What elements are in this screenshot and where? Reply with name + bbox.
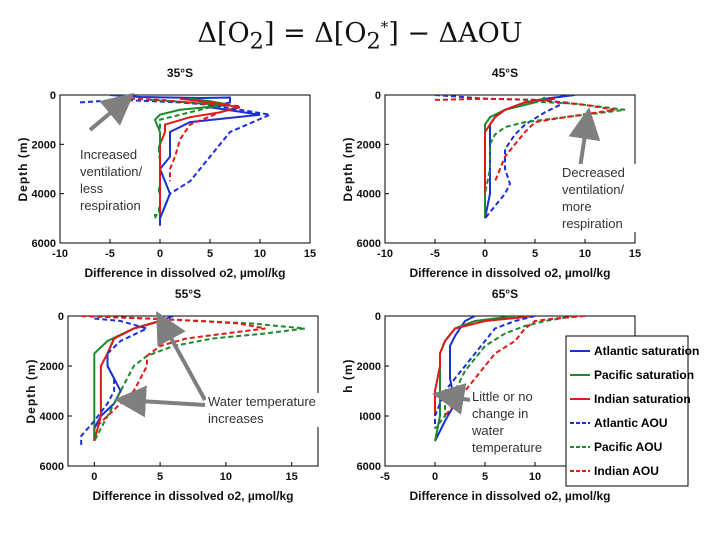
y-tick-label: 2000 xyxy=(357,139,381,151)
series-indian-saturation xyxy=(484,97,556,194)
x-tick-label: 15 xyxy=(629,248,641,260)
y-tick-label: 0 xyxy=(375,311,381,323)
annotation-55s: Water temperature increases xyxy=(206,393,360,427)
series-atlantic-aou xyxy=(80,317,150,446)
y-tick-label: 4000 xyxy=(32,189,56,201)
y-tick-label: 2000 xyxy=(40,361,64,373)
arrow-65s xyxy=(432,383,471,415)
title-star: * xyxy=(380,18,389,36)
y-tick-label: 6000 xyxy=(357,238,381,250)
series-pacific-saturation xyxy=(484,96,546,219)
x-axis-label: Difference in dissolved o2, µmol/kg xyxy=(93,489,294,503)
panel-1: -10 -5 0 5 10 15 0 2000 4000 6000 45°S Difference i… xyxy=(341,66,641,280)
x-tick-label: 5 xyxy=(207,248,213,260)
y-tick-label: 0 xyxy=(375,90,381,102)
y-tick-label: 6000 xyxy=(32,238,56,250)
x-tick-label: 0 xyxy=(432,471,438,483)
title-sub-1: 2 xyxy=(249,28,264,55)
x-axis-label: Difference in dissolved o2, µmol/kg xyxy=(85,266,286,280)
panel-title: 35°S xyxy=(167,66,193,80)
y-tick-label: 6000 xyxy=(40,461,64,473)
x-tick-label: 0 xyxy=(482,248,488,260)
x-tick-label: 5 xyxy=(157,471,163,483)
y-tick-label: 2000 xyxy=(32,139,56,151)
x-tick-label: 10 xyxy=(529,471,541,483)
x-tick-label: -10 xyxy=(377,248,393,260)
title-part-3: ] − ΔAOU xyxy=(388,18,523,49)
x-tick-label: 10 xyxy=(579,248,591,260)
y-tick-label: 0 xyxy=(58,311,64,323)
legend-label: Atlantic saturation xyxy=(594,344,699,358)
x-axis-label: Difference in dissolved o2, µmol/kg xyxy=(410,489,611,503)
legend-label: Pacific saturation xyxy=(594,368,694,382)
series-indian-aou xyxy=(129,97,241,182)
y-tick-label: 0 xyxy=(50,90,56,102)
x-tick-label: 5 xyxy=(482,471,488,483)
annotation-45s: Decreased ventilation/ more respiration xyxy=(560,164,640,232)
panel-title: 65°S xyxy=(492,287,518,301)
panel-title: 55°S xyxy=(175,287,201,301)
panel-title: 45°S xyxy=(492,66,518,80)
series-atlantic-saturation xyxy=(109,95,261,226)
x-tick-label: 5 xyxy=(532,248,538,260)
y-tick-label: 4000 xyxy=(357,411,381,423)
arrow-55s-lower xyxy=(114,385,206,418)
legend-label: Indian AOU xyxy=(594,464,659,478)
equation-title: Δ[O2] = Δ[O2*] − ΔAOU xyxy=(0,18,720,54)
title-sub-2: 2 xyxy=(366,28,381,55)
y-axis-label: Depth (m) xyxy=(16,137,30,202)
y-tick-label: 2000 xyxy=(357,361,381,373)
annotation-35s: Increased ventilation/ less respiration xyxy=(78,146,158,214)
arrow-45s xyxy=(568,107,601,169)
x-tick-label: 15 xyxy=(304,248,316,260)
x-tick-label: 10 xyxy=(220,471,232,483)
y-tick-label: 6000 xyxy=(357,461,381,473)
series-indian-saturation xyxy=(159,97,241,219)
panel-frame xyxy=(59,94,311,244)
annotation-65s: Little or no change in water temperature xyxy=(470,388,560,456)
x-tick-label: 15 xyxy=(286,471,298,483)
y-axis-label: Depth (m) xyxy=(341,137,355,202)
arrow-55s-upper xyxy=(156,310,207,401)
series-pacific-aou xyxy=(484,100,626,194)
x-axis-label: Difference in dissolved o2, µmol/kg xyxy=(410,266,611,280)
x-tick-label: -5 xyxy=(105,248,115,260)
panel-0: -10 -5 0 5 10 15 0 2000 4000 6000 35°S Difference i… xyxy=(16,66,316,280)
legend-label: Pacific AOU xyxy=(594,440,662,454)
y-axis-label: Depth (m) xyxy=(24,359,38,424)
series-indian-aou xyxy=(434,97,616,182)
arrow-35s xyxy=(88,92,135,132)
title-part-1: Δ[O xyxy=(197,18,250,49)
y-tick-label: 4000 xyxy=(40,411,64,423)
x-tick-label: 0 xyxy=(157,248,163,260)
legend-label: Atlantic AOU xyxy=(594,416,668,430)
legend: Atlantic saturation Pacific saturation Ind… xyxy=(565,335,699,487)
x-tick-label: -5 xyxy=(430,248,440,260)
x-tick-label: -10 xyxy=(52,248,68,260)
legend-label: Indian saturation xyxy=(594,392,691,406)
legend-box xyxy=(565,335,689,487)
x-tick-label: 0 xyxy=(91,471,97,483)
title-part-2: ] = Δ[O xyxy=(263,18,367,49)
x-tick-label: 10 xyxy=(254,248,266,260)
annotation-arrows xyxy=(88,92,601,418)
panel-frame xyxy=(67,315,319,467)
x-tick-label: -5 xyxy=(380,471,390,483)
y-tick-label: 4000 xyxy=(357,189,381,201)
